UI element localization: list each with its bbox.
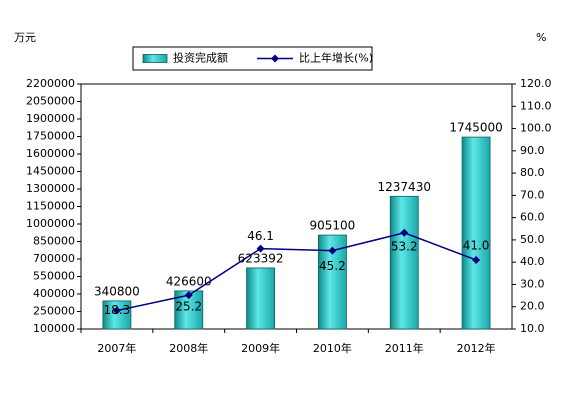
line-marker [184,291,193,300]
x-tick-label: 2012年 [457,341,496,355]
legend-label: 比上年增长(%) [299,51,373,65]
bar [246,267,275,330]
y-tick-label: 2050000 [26,95,75,108]
line-value-label: 46.1 [247,229,274,243]
y2-tick-label: 20.0 [520,300,545,313]
bar-value-label: 340800 [94,284,140,298]
y-tick-label: 1900000 [26,112,75,125]
bar [389,195,419,330]
y2-tick-label: 50.0 [520,233,545,246]
bar [102,300,132,330]
x-tick-label: 2010年 [313,341,352,355]
y-tick-label: 550000 [33,270,75,283]
line [116,231,477,312]
y2-tick-label: 90.0 [520,144,545,157]
line-value-label: 45.2 [319,259,346,273]
line-marker [112,306,121,315]
y2-tick-label: 30.0 [520,277,545,290]
y-tick-label: 1600000 [26,147,75,160]
bar [461,136,491,330]
x-tick-label: 2011年 [385,341,424,355]
legend-box [132,46,373,71]
bar-value-label: 905100 [310,219,356,233]
y2-tick-label: 40.0 [520,255,545,268]
line-marker [328,246,337,255]
y2-tick-label: 60.0 [520,211,545,224]
y2-tick-label: 10.0 [520,322,545,335]
bar-value-label: 1745000 [449,121,502,135]
y2-tick-label: 70.0 [520,188,545,201]
line-marker [256,244,265,253]
y-tick-label: 1150000 [26,200,75,213]
line-value-label: 18.3 [104,303,131,317]
y-tick-label: 1750000 [26,130,75,143]
y-tick-label: 1000000 [26,217,75,230]
bar-value-label: 426600 [166,274,212,288]
legend-swatch [142,54,168,63]
y-unit: 万元 [14,31,36,44]
y-tick-label: 2200000 [26,77,75,90]
line-value-label: 41.0 [463,238,490,252]
y-tick-label: 1450000 [26,165,75,178]
y-tick-label: 1300000 [26,182,75,195]
y-tick-label: 700000 [33,252,75,265]
bar-value-label: 1237430 [378,180,431,194]
x-tick-label: 2009年 [241,341,280,355]
legend-marker [271,54,279,63]
x-tick-label: 2007年 [97,341,136,355]
legend-label: 投资完成额 [173,51,228,65]
line-marker [472,255,481,264]
y2-unit: % [536,31,546,44]
line-value-label: 53.2 [391,239,418,253]
y2-tick-label: 100.0 [520,122,552,135]
y2-tick-label: 110.0 [520,99,552,112]
y2-tick-label: 120.0 [520,77,552,90]
y-tick-label: 100000 [33,322,75,335]
bar-value-label: 623392 [238,251,284,265]
y2-tick-label: 80.0 [520,166,545,179]
y-tick-label: 400000 [33,287,75,300]
y-tick-label: 850000 [33,235,75,248]
plot-frame [80,83,513,330]
x-tick-label: 2008年 [169,341,208,355]
line-marker [400,228,409,237]
line-value-label: 25.2 [175,300,202,314]
y-tick-label: 250000 [33,305,75,318]
